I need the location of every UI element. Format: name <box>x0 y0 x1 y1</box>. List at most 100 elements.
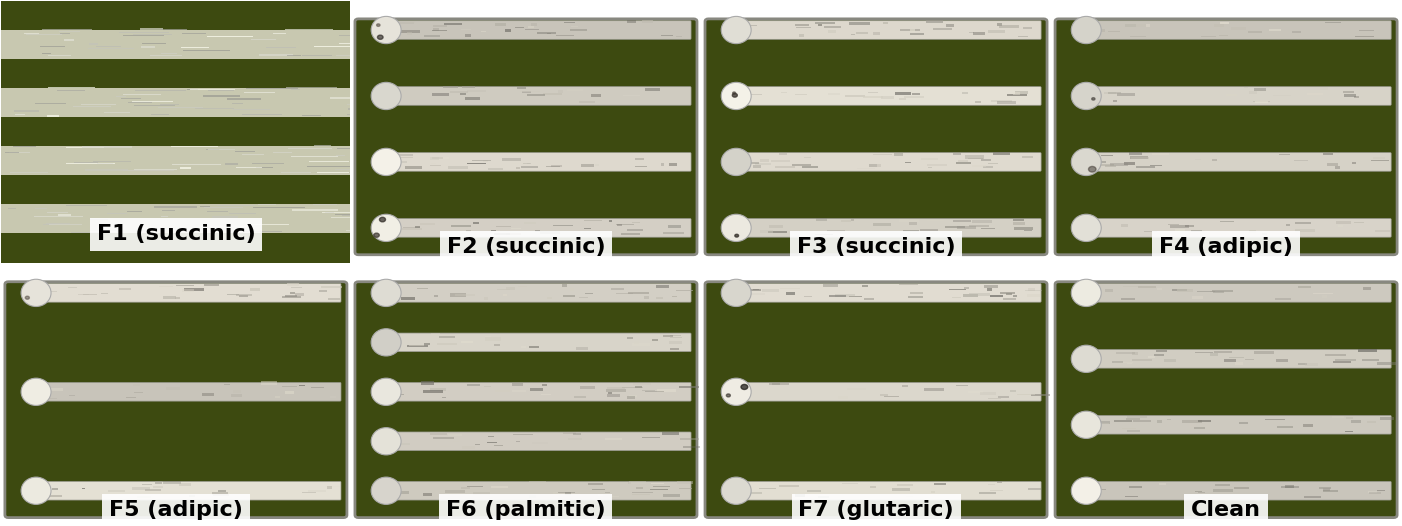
Bar <box>1000 25 1019 28</box>
Bar <box>827 93 840 95</box>
Bar <box>795 94 806 95</box>
Bar <box>1307 93 1323 95</box>
Bar <box>770 383 780 385</box>
Bar <box>670 335 681 336</box>
Bar <box>680 488 691 489</box>
Bar <box>35 208 46 209</box>
Bar <box>864 298 875 300</box>
Bar <box>506 232 520 235</box>
Bar <box>254 207 304 208</box>
Bar <box>1248 31 1262 33</box>
Bar <box>83 295 97 296</box>
Bar <box>795 494 805 498</box>
Bar <box>580 386 596 389</box>
Bar <box>1028 295 1040 297</box>
Bar <box>524 222 536 224</box>
Bar <box>586 293 593 294</box>
Bar <box>1126 495 1138 497</box>
Bar <box>336 55 383 56</box>
Bar <box>137 497 151 498</box>
Bar <box>203 226 252 227</box>
Bar <box>815 22 836 24</box>
Bar <box>481 31 485 33</box>
Bar <box>251 39 276 40</box>
Bar <box>236 294 252 296</box>
Bar <box>1280 486 1298 488</box>
Bar <box>250 288 261 290</box>
Bar <box>1002 298 1016 300</box>
Bar <box>461 341 474 343</box>
FancyBboxPatch shape <box>729 219 1042 237</box>
Ellipse shape <box>372 214 401 241</box>
Bar <box>161 29 186 30</box>
Bar <box>1127 363 1131 364</box>
Bar <box>207 149 236 150</box>
FancyBboxPatch shape <box>1080 481 1391 500</box>
Bar <box>13 146 36 147</box>
FancyBboxPatch shape <box>705 19 1047 255</box>
Bar <box>1333 361 1350 363</box>
Bar <box>1368 491 1377 493</box>
Bar <box>558 492 575 493</box>
Bar <box>1354 36 1374 37</box>
Bar <box>568 438 582 440</box>
Bar <box>1295 229 1315 231</box>
Bar <box>1193 428 1204 429</box>
Bar <box>594 165 599 166</box>
Bar <box>119 288 132 290</box>
Bar <box>1255 101 1269 103</box>
Bar <box>321 286 342 288</box>
Bar <box>41 291 57 292</box>
Ellipse shape <box>372 378 401 406</box>
Ellipse shape <box>721 378 751 406</box>
Bar <box>460 93 465 95</box>
Bar <box>224 383 230 385</box>
Bar <box>679 386 698 388</box>
Bar <box>430 165 440 166</box>
Text: F1 (succinic): F1 (succinic) <box>97 224 255 244</box>
Ellipse shape <box>1071 16 1101 44</box>
Bar <box>1172 289 1186 291</box>
Bar <box>987 288 993 291</box>
Bar <box>167 387 181 390</box>
Bar <box>450 92 467 93</box>
Bar <box>607 394 620 397</box>
Bar <box>465 34 471 37</box>
Bar <box>287 55 301 56</box>
Bar <box>432 93 450 96</box>
Bar <box>191 88 236 90</box>
Bar <box>461 86 475 88</box>
Bar <box>910 33 924 35</box>
Bar <box>663 232 684 234</box>
Bar <box>400 23 414 24</box>
Bar <box>541 494 557 497</box>
Bar <box>164 481 181 484</box>
Bar <box>1220 221 1234 222</box>
Bar <box>761 289 780 292</box>
Bar <box>322 212 374 213</box>
Bar <box>423 390 443 393</box>
Bar <box>233 390 241 393</box>
Bar <box>904 96 924 98</box>
Bar <box>760 159 768 161</box>
Bar <box>1007 94 1026 96</box>
Ellipse shape <box>372 428 401 455</box>
Bar <box>1211 158 1217 161</box>
Bar <box>227 294 238 295</box>
Bar <box>1129 485 1143 489</box>
Bar <box>1127 430 1140 432</box>
Bar <box>251 163 285 164</box>
Bar <box>527 163 530 165</box>
Bar <box>746 94 763 95</box>
Bar <box>217 205 255 206</box>
FancyBboxPatch shape <box>729 153 1042 171</box>
Bar <box>747 492 761 493</box>
Ellipse shape <box>721 16 751 44</box>
Bar <box>156 481 161 484</box>
Bar <box>672 296 677 297</box>
Bar <box>990 296 1002 297</box>
Bar <box>49 388 63 391</box>
Circle shape <box>25 296 29 299</box>
Bar <box>335 214 362 215</box>
Bar <box>1189 424 1196 427</box>
